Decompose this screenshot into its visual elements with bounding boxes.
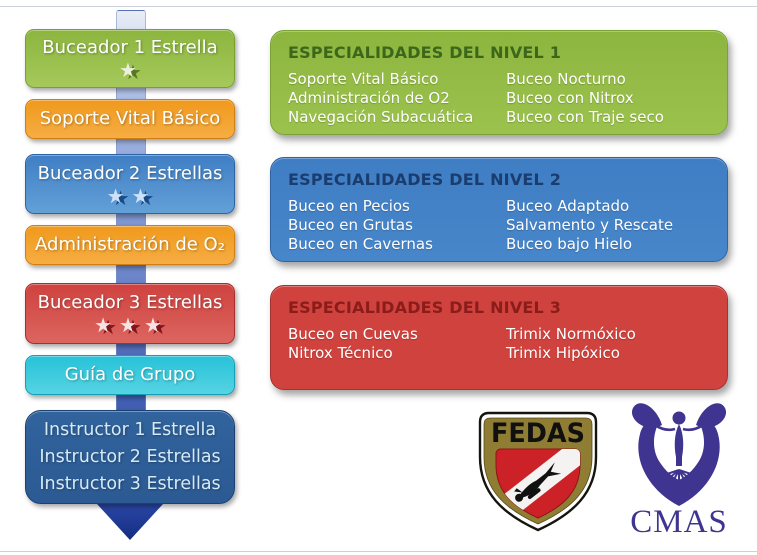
- specialty-list: Buceo en Pecios Buceo en Grutas Buceo en…: [288, 197, 506, 254]
- specialty-item: Buceo en Cuevas: [288, 325, 418, 343]
- specialty-item: Buceo Adaptado: [506, 197, 630, 215]
- specialty-item: Buceo bajo Hielo: [506, 235, 633, 253]
- specialty-item: Nitrox Técnico: [288, 344, 393, 362]
- specialty-item: Buceo en Grutas: [288, 216, 413, 234]
- specialty-item: Buceo en Cavernas: [288, 235, 433, 253]
- instructor-line: Instructor 3 Estrellas: [39, 473, 221, 494]
- specialty-item: Navegación Subacuática: [288, 108, 474, 126]
- top-border-line: [0, 6, 757, 7]
- panel-columns: Buceo en Cuevas Nitrox Técnico Trimix No…: [288, 325, 727, 363]
- specialty-item: Buceo en Pecios: [288, 197, 410, 215]
- node-label: Guía de Grupo: [64, 364, 196, 385]
- specialty-list: Soporte Vital Básico Administración de O…: [288, 70, 506, 127]
- flow-node-buceador-3-estrellas: Buceador 3 Estrellas ★★★: [25, 283, 235, 344]
- panel-nivel-2: ESPECIALIDADES DEL NIVEL 2 Buceo en Peci…: [270, 157, 728, 262]
- fedas-logo: FEDAS: [473, 405, 603, 535]
- star-rating-icon: ★: [119, 58, 144, 82]
- flow-arrow-head-icon: [97, 504, 163, 540]
- specialty-item: Buceo Nocturno: [506, 70, 626, 88]
- flow-node-instructores: Instructor 1 Estrella Instructor 2 Estre…: [25, 410, 235, 504]
- star-rating-icon: ★★: [106, 183, 157, 208]
- node-label: Soporte Vital Básico: [39, 108, 221, 129]
- specialty-item: Soporte Vital Básico: [288, 70, 439, 88]
- panel-columns: Buceo en Pecios Buceo en Grutas Buceo en…: [288, 197, 727, 254]
- specialty-item: Administración de O2: [288, 89, 450, 107]
- specialty-list: Buceo Adaptado Salvamento y Rescate Buce…: [506, 197, 673, 254]
- instructor-line: Instructor 1 Estrella: [43, 419, 217, 440]
- bottom-border-line: [0, 551, 757, 552]
- specialty-item: Trimix Normóxico: [506, 325, 636, 343]
- panel-columns: Soporte Vital Básico Administración de O…: [288, 70, 727, 127]
- node-label: Buceador 3 Estrellas: [37, 292, 223, 313]
- flow-node-administracion-o2: Administración de O₂: [25, 225, 235, 265]
- specialty-list: Buceo Nocturno Buceo con Nitrox Buceo co…: [506, 70, 664, 127]
- flow-node-buceador-2-estrellas: Buceador 2 Estrellas ★★: [25, 154, 235, 214]
- panel-title: ESPECIALIDADES DEL NIVEL 2: [288, 170, 562, 189]
- fedas-shield-icon: FEDAS: [478, 411, 598, 532]
- panel-title: ESPECIALIDADES DEL NIVEL 3: [288, 298, 562, 317]
- specialty-item: Salvamento y Rescate: [506, 216, 674, 234]
- panel-title: ESPECIALIDADES DEL NIVEL 1: [288, 43, 562, 62]
- cmas-emblem-icon: CMAS: [630, 403, 728, 540]
- panel-nivel-1: ESPECIALIDADES DEL NIVEL 1 Soporte Vital…: [270, 30, 728, 135]
- flow-node-soporte-vital-basico: Soporte Vital Básico: [25, 99, 235, 139]
- specialty-item: Trimix Hipóxico: [506, 344, 620, 362]
- instructor-line: Instructor 2 Estrellas: [39, 446, 221, 467]
- specialty-list: Buceo en Cuevas Nitrox Técnico: [288, 325, 506, 363]
- star-rating-icon: ★★★: [94, 313, 169, 337]
- cmas-logo-text: CMAS: [630, 504, 728, 540]
- fedas-logo-text: FEDAS: [491, 418, 585, 449]
- specialty-item: Buceo con Traje seco: [506, 108, 664, 126]
- node-label: Administración de O₂: [35, 234, 225, 255]
- cmas-logo: CMAS: [625, 394, 733, 540]
- panel-nivel-3: ESPECIALIDADES DEL NIVEL 3 Buceo en Cuev…: [270, 285, 728, 390]
- node-label: Buceador 2 Estrellas: [37, 162, 223, 184]
- specialty-list: Trimix Normóxico Trimix Hipóxico: [506, 325, 636, 363]
- flow-node-buceador-1-estrella: Buceador 1 Estrella ★: [25, 29, 235, 88]
- flow-node-guia-de-grupo: Guía de Grupo: [25, 355, 235, 395]
- node-label: Buceador 1 Estrella: [42, 37, 218, 58]
- specialty-item: Buceo con Nitrox: [506, 89, 634, 107]
